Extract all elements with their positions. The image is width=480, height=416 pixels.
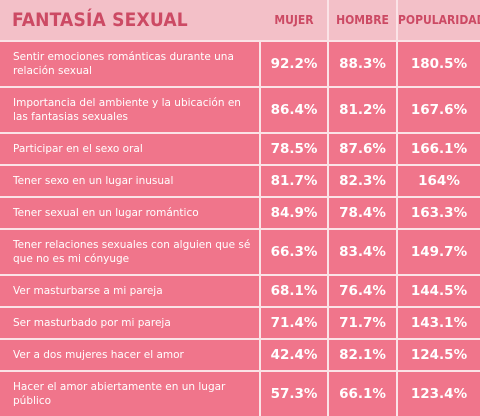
mujer-value: 57.3% — [261, 370, 329, 416]
row-label: Participar en el sexo oral — [0, 132, 261, 164]
mujer-value: 78.5% — [261, 132, 329, 164]
popularidad-value: 144.5% — [398, 274, 480, 306]
column-header-popularidad: POPULARIDAD — [398, 0, 480, 40]
mujer-value: 84.9% — [261, 196, 329, 228]
popularidad-value: 180.5% — [398, 40, 480, 86]
table-row: Importancia del ambiente y la ubicación … — [0, 86, 480, 132]
popularidad-value: 123.4% — [398, 370, 480, 416]
popularidad-value: 166.1% — [398, 132, 480, 164]
table-row: Ser masturbado por mi pareja 71.4% 71.7%… — [0, 306, 480, 338]
mujer-value: 81.7% — [261, 164, 329, 196]
hombre-value: 82.3% — [329, 164, 398, 196]
row-label: Tener relaciones sexuales con alguien qu… — [0, 228, 261, 274]
mujer-value: 68.1% — [261, 274, 329, 306]
hombre-value: 76.4% — [329, 274, 398, 306]
table-row: Sentir emociones románticas durante una … — [0, 40, 480, 86]
table-row: Ver a dos mujeres hacer el amor 42.4% 82… — [0, 338, 480, 370]
table-row: Participar en el sexo oral 78.5% 87.6% 1… — [0, 132, 480, 164]
row-label: Ver masturbarse a mi pareja — [0, 274, 261, 306]
hombre-value: 71.7% — [329, 306, 398, 338]
hombre-value: 82.1% — [329, 338, 398, 370]
column-header-hombre: HOMBRE — [329, 0, 398, 40]
hombre-value: 66.1% — [329, 370, 398, 416]
column-header-mujer: MUJER — [261, 0, 329, 40]
table-row: Tener sexual en un lugar romántico 84.9%… — [0, 196, 480, 228]
row-label: Sentir emociones románticas durante una … — [0, 40, 261, 86]
popularidad-value: 143.1% — [398, 306, 480, 338]
popularidad-value: 149.7% — [398, 228, 480, 274]
row-label: Ser masturbado por mi pareja — [0, 306, 261, 338]
row-label: Tener sexo en un lugar inusual — [0, 164, 261, 196]
row-label: Tener sexual en un lugar romántico — [0, 196, 261, 228]
row-label: Importancia del ambiente y la ubicación … — [0, 86, 261, 132]
hombre-value: 83.4% — [329, 228, 398, 274]
hombre-value: 87.6% — [329, 132, 398, 164]
row-label: Hacer el amor abiertamente en un lugar p… — [0, 370, 261, 416]
mujer-value: 86.4% — [261, 86, 329, 132]
table-row: Hacer el amor abiertamente en un lugar p… — [0, 370, 480, 416]
mujer-value: 71.4% — [261, 306, 329, 338]
mujer-value: 66.3% — [261, 228, 329, 274]
hombre-value: 81.2% — [329, 86, 398, 132]
popularidad-value: 167.6% — [398, 86, 480, 132]
table-row: Tener relaciones sexuales con alguien qu… — [0, 228, 480, 274]
table-row: Tener sexo en un lugar inusual 81.7% 82.… — [0, 164, 480, 196]
table-title: FANTASÍA SEXUAL — [0, 0, 261, 40]
hombre-value: 88.3% — [329, 40, 398, 86]
table-header-row: FANTASÍA SEXUAL MUJER HOMBRE POPULARIDAD — [0, 0, 480, 40]
mujer-value: 92.2% — [261, 40, 329, 86]
mujer-value: 42.4% — [261, 338, 329, 370]
popularidad-value: 163.3% — [398, 196, 480, 228]
popularidad-value: 164% — [398, 164, 480, 196]
row-label: Ver a dos mujeres hacer el amor — [0, 338, 261, 370]
popularidad-value: 124.5% — [398, 338, 480, 370]
hombre-value: 78.4% — [329, 196, 398, 228]
table-row: Ver masturbarse a mi pareja 68.1% 76.4% … — [0, 274, 480, 306]
